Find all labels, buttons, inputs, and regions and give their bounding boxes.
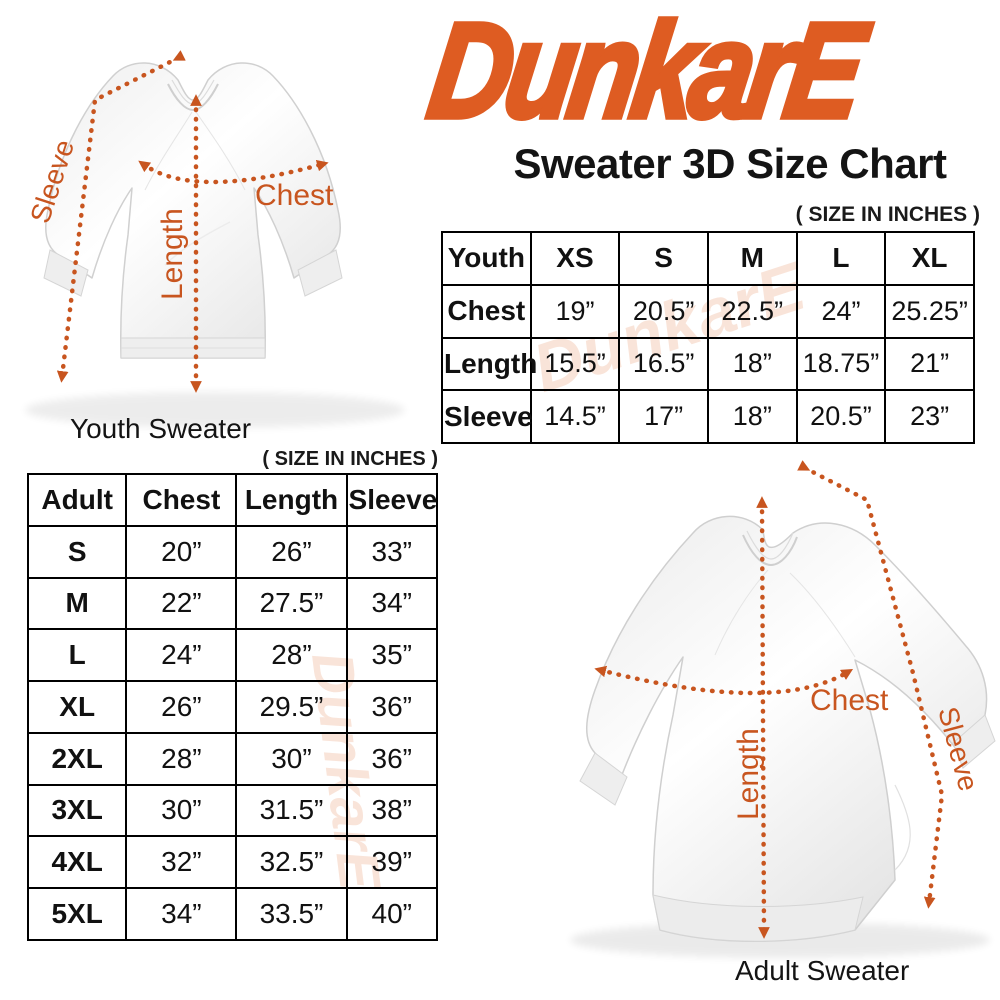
svg-text:Length: Length [732, 728, 765, 820]
svg-text:Length: Length [156, 208, 189, 300]
svg-text:Chest: Chest [810, 684, 889, 717]
svg-text:Chest: Chest [255, 179, 334, 212]
